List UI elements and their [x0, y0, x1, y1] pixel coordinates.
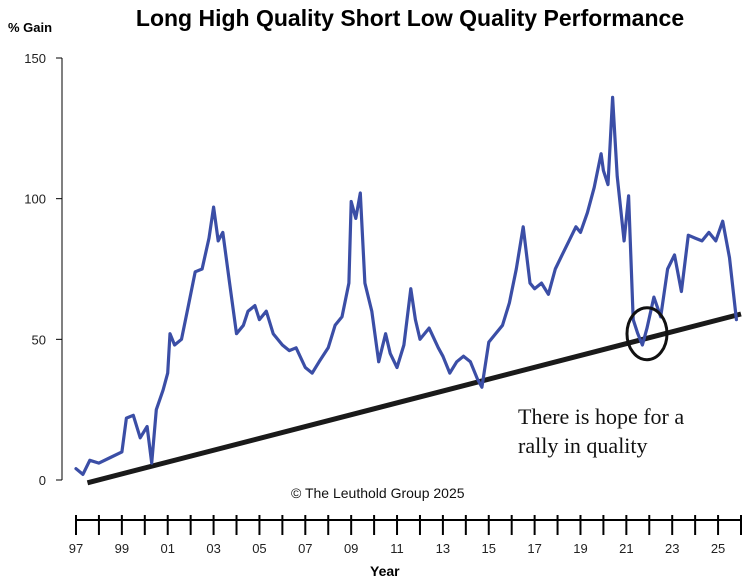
annotation-text: There is hope for a rally in quality — [518, 402, 684, 460]
y-tick-label-0: 0 — [39, 473, 46, 488]
x-tick-label-17: 17 — [527, 541, 541, 556]
chart-title: Long High Quality Short Low Quality Perf… — [135, 5, 685, 31]
x-tick-label-11: 11 — [390, 541, 404, 556]
y-tick-label-150: 150 — [24, 51, 46, 66]
y-tick-label-50: 50 — [32, 332, 46, 347]
x-tick-label-07: 07 — [298, 541, 312, 556]
x-tick-label-25: 25 — [711, 541, 725, 556]
x-tick-label-99: 99 — [115, 541, 129, 556]
trend-line — [86, 311, 742, 486]
y-tick-label-100: 100 — [24, 192, 46, 207]
x-tick-label-01: 01 — [160, 541, 174, 556]
x-tick-label-03: 03 — [206, 541, 220, 556]
highlight-circle — [625, 306, 669, 362]
annotation-line-1: There is hope for a — [518, 404, 685, 429]
annotation-line-2: rally in quality — [518, 433, 648, 458]
x-tick-label-05: 05 — [252, 541, 266, 556]
x-tick-label-97: 97 — [69, 541, 83, 556]
copyright-text: © The Leuthold Group 2025 — [291, 485, 465, 501]
x-tick-label-19: 19 — [573, 541, 587, 556]
x-tick-label-15: 15 — [482, 541, 496, 556]
y-axis-label: % Gain — [8, 20, 53, 35]
series-line-0 — [74, 95, 739, 476]
x-tick-label-23: 23 — [665, 541, 679, 556]
x-axis-label: Year — [370, 563, 400, 579]
x-tick-label-09: 09 — [344, 541, 358, 556]
x-tick-label-13: 13 — [436, 541, 450, 556]
x-tick-label-21: 21 — [619, 541, 633, 556]
